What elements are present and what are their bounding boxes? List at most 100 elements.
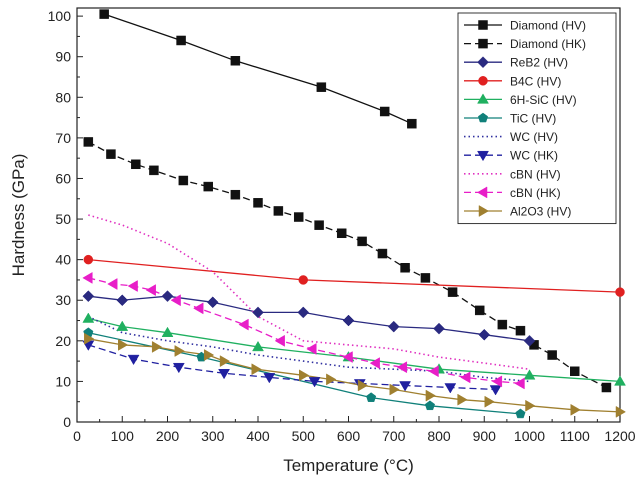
legend-label: TiC (HV) <box>510 112 556 126</box>
x-tick-label: 200 <box>156 428 180 444</box>
legend: Diamond (HV) Diamond (HK) ReB2 (HV) B4C (HV… <box>457 12 617 225</box>
y-tick-label: 70 <box>55 130 71 146</box>
marker-triangle-right <box>525 399 536 412</box>
marker-triangle-left <box>477 186 488 199</box>
marker-square <box>106 149 116 159</box>
y-tick-label: 40 <box>55 252 71 268</box>
y-tick-label: 10 <box>55 373 71 389</box>
marker-triangle-right <box>203 349 215 361</box>
marker-triangle-left <box>193 302 204 315</box>
x-tick-label: 100 <box>111 428 135 444</box>
marker-square <box>407 118 417 129</box>
legend-label: cBN (HK) <box>510 186 561 200</box>
marker-triangle-up <box>252 340 264 352</box>
legend-label: WC (HV) <box>510 130 558 144</box>
marker-square <box>203 181 213 192</box>
marker-triangle-up <box>477 93 489 104</box>
x-tick-label: 1100 <box>560 428 590 444</box>
marker-triangle-down <box>399 381 411 392</box>
x-tick-label: 600 <box>337 428 361 444</box>
x-tick-label: 800 <box>427 428 451 444</box>
marker-triangle-right <box>251 363 262 376</box>
marker-diamond <box>387 320 400 333</box>
y-axis-title: Hardness (GPa) <box>9 154 28 277</box>
marker-triangle-down <box>127 354 140 366</box>
marker-square <box>497 319 508 330</box>
marker-square <box>474 305 485 316</box>
legend-label: cBN (HV) <box>510 167 561 181</box>
marker-square <box>379 106 390 117</box>
x-axis-title: Temperature (°C) <box>283 456 414 475</box>
marker-triangle-right <box>478 205 489 217</box>
marker-triangle-left <box>491 375 503 388</box>
x-tick-label: 0 <box>73 428 81 444</box>
x-tick-label: 900 <box>473 428 497 444</box>
marker-triangle-left <box>342 351 353 363</box>
x-tick-label: 500 <box>292 428 316 444</box>
marker-diamond <box>82 290 95 303</box>
marker-triangle-down <box>489 385 502 396</box>
marker-triangle-right <box>357 379 369 392</box>
marker-diamond <box>433 322 445 335</box>
marker-pentagon <box>424 400 435 411</box>
marker-diamond <box>297 306 310 319</box>
marker-pentagon <box>477 112 489 123</box>
series-line <box>88 214 530 370</box>
marker-square <box>357 236 367 247</box>
marker-circle <box>298 275 308 285</box>
marker-triangle-down <box>172 362 185 374</box>
marker-square <box>478 38 488 49</box>
marker-triangle-right <box>615 405 626 418</box>
marker-triangle-left <box>82 271 93 284</box>
series-line <box>103 13 413 125</box>
series-line <box>88 277 521 385</box>
marker-triangle-right <box>326 373 337 386</box>
marker-square <box>149 165 159 176</box>
marker-square <box>601 382 612 393</box>
marker-triangle-right <box>84 332 95 345</box>
series-markers <box>82 9 626 419</box>
y-tick-label: 100 <box>48 8 72 24</box>
marker-triangle-down <box>263 373 276 384</box>
series-line <box>87 315 530 383</box>
marker-triangle-right <box>484 395 495 408</box>
marker-square <box>515 325 526 336</box>
x-tick-label: 1000 <box>514 428 545 444</box>
legend-label: B4C (HV) <box>510 74 561 88</box>
marker-triangle-left <box>238 318 249 331</box>
marker-circle <box>615 287 625 297</box>
marker-square <box>230 189 241 200</box>
marker-triangle-right <box>151 340 163 353</box>
marker-square <box>253 198 263 208</box>
y-tick-label: 60 <box>55 170 71 186</box>
marker-diamond <box>206 296 219 309</box>
marker-square <box>99 9 109 19</box>
y-tick-label: 90 <box>55 49 71 65</box>
marker-diamond <box>523 334 536 347</box>
marker-square <box>230 56 241 66</box>
marker-triangle-down <box>308 377 321 388</box>
marker-square <box>336 228 347 239</box>
marker-square <box>176 35 186 46</box>
marker-square <box>377 248 388 259</box>
legend-label: ReB2 (HV) <box>510 56 568 70</box>
marker-diamond <box>342 314 355 327</box>
marker-triangle-right <box>174 345 185 357</box>
marker-triangle-right <box>118 338 129 351</box>
marker-square <box>478 20 488 30</box>
y-tick-label: 20 <box>55 333 71 349</box>
marker-square <box>420 273 431 283</box>
legend-label: 6H-SiC (HV) <box>510 93 577 107</box>
marker-triangle-left <box>107 278 118 290</box>
marker-triangle-left <box>127 280 138 292</box>
series-line <box>88 258 621 293</box>
marker-circle <box>83 254 94 265</box>
marker-triangle-up <box>82 312 95 323</box>
legend-label: Al2O3 (HV) <box>510 205 571 219</box>
legend-label: WC (HK) <box>510 149 558 163</box>
marker-pentagon <box>366 392 377 402</box>
x-tick-label: 700 <box>382 428 406 444</box>
marker-square <box>316 82 327 92</box>
marker-triangle-right <box>570 403 581 416</box>
marker-triangle-left <box>514 377 525 390</box>
